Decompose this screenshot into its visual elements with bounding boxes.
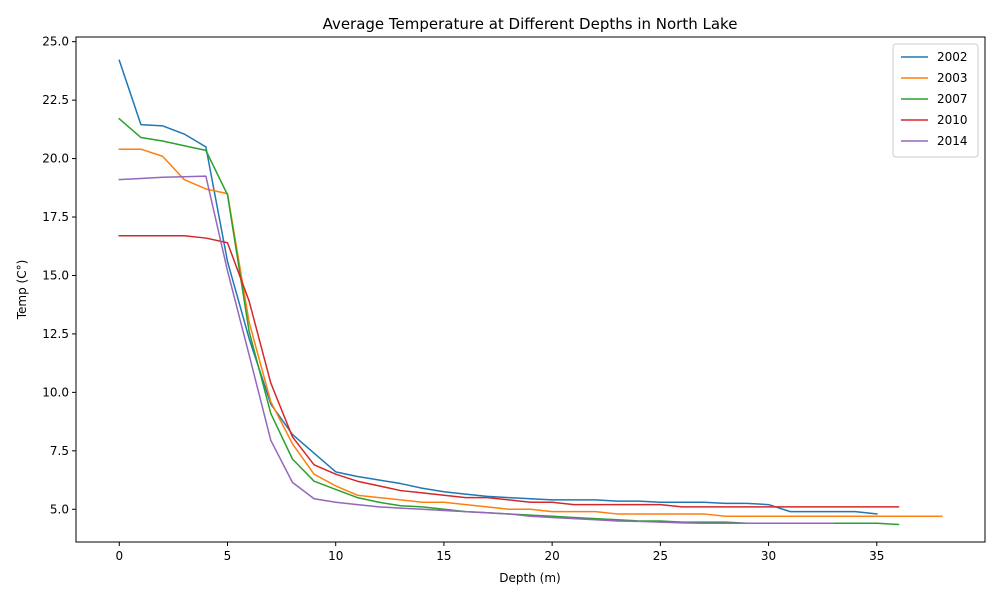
legend-label: 2014 (937, 134, 968, 148)
y-axis: 5.0 7.5 10.0 12.5 15.0 17.5 20.0 22.5 25.0 (42, 35, 76, 516)
series-line-2003 (118, 148, 943, 518)
legend-label: 2003 (937, 71, 968, 85)
y-tick-label: 22.5 (42, 93, 69, 107)
chart-title: Average Temperature at Different Depths … (323, 15, 738, 33)
y-tick-label: 15.0 (42, 268, 69, 282)
plot-area-frame (75, 36, 986, 543)
y-tick-label: 12.5 (42, 327, 69, 341)
series-lines (118, 59, 943, 526)
series-line-2014 (118, 175, 835, 525)
y-axis-title: Temp (C°) (15, 260, 29, 321)
y-tick-label: 17.5 (42, 210, 69, 224)
x-axis-title: Depth (m) (499, 571, 560, 585)
y-tick-label: 25.0 (42, 35, 69, 49)
y-tick-label: 7.5 (50, 444, 69, 458)
x-tick-label: 30 (761, 549, 776, 563)
x-tick-label: 5 (224, 549, 232, 563)
x-tick-label: 25 (653, 549, 668, 563)
series-line-2007 (118, 117, 900, 526)
series-line-2010 (118, 234, 900, 508)
y-tick-label: 10.0 (42, 385, 69, 399)
legend-label: 2010 (937, 113, 968, 127)
x-tick-label: 10 (328, 549, 343, 563)
series-line-2002 (118, 59, 878, 515)
legend: 2002 2003 2007 2010 2014 (892, 43, 979, 158)
x-tick-label: 15 (436, 549, 451, 563)
x-tick-label: 20 (545, 549, 560, 563)
legend-label: 2007 (937, 92, 968, 106)
y-tick-label: 5.0 (50, 502, 69, 516)
x-tick-label: 0 (115, 549, 123, 563)
legend-box (892, 43, 979, 158)
y-tick-label: 20.0 (42, 152, 69, 166)
x-tick-label: 35 (869, 549, 884, 563)
legend-label: 2002 (937, 50, 968, 64)
x-axis: 0 5 10 15 20 25 30 35 (115, 542, 884, 563)
